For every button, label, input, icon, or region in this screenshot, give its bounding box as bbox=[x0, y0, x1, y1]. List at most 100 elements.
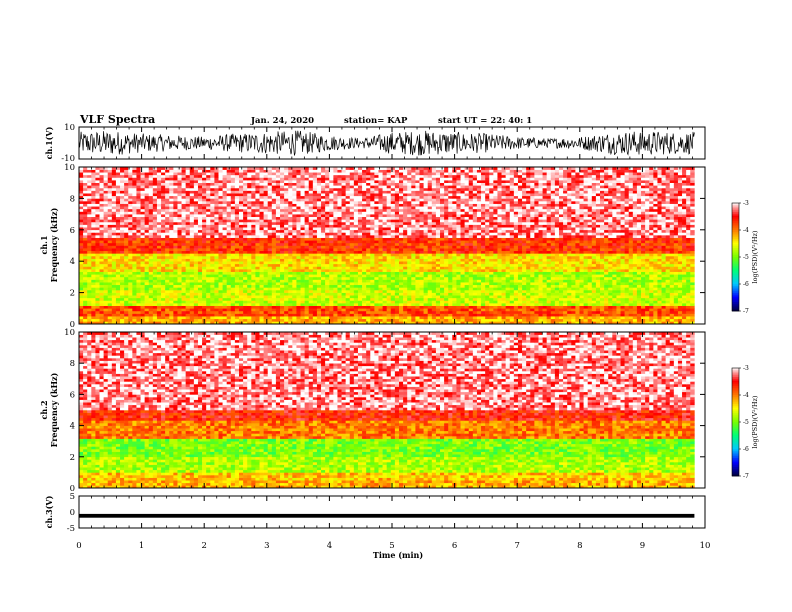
ch1-spec-cell bbox=[497, 279, 502, 283]
ch1-spec-cell bbox=[284, 318, 289, 322]
ch1-spec-cell bbox=[79, 235, 84, 238]
ch1-spec-cell bbox=[120, 297, 125, 301]
ch1-spec-cell bbox=[489, 261, 494, 265]
ch1-spec-cell bbox=[567, 295, 572, 299]
ch1-spec-cell bbox=[427, 255, 433, 259]
ch1-spec-cell bbox=[517, 297, 523, 301]
ch1-spec-cell bbox=[382, 261, 387, 265]
ch1-spec-cell bbox=[673, 271, 679, 275]
ch1-spec-cell bbox=[505, 261, 511, 265]
ch1-spec-cell bbox=[431, 258, 437, 262]
ch1-spec-cell bbox=[571, 269, 576, 272]
ch1-spec-cell bbox=[132, 295, 137, 299]
ch1-spec-cell bbox=[156, 255, 162, 259]
ch1-spec-cell bbox=[349, 308, 355, 312]
ch1-spec-cell bbox=[243, 242, 248, 246]
ch1-spec-cell bbox=[403, 313, 408, 317]
ch1-spec-cell bbox=[120, 303, 125, 306]
ch1-spec-cell bbox=[530, 279, 535, 283]
ch1-spec-cell bbox=[234, 316, 240, 320]
ch1-spec-cell bbox=[501, 274, 506, 278]
ch1-spec-cell bbox=[591, 261, 597, 265]
ch1-spec-cell bbox=[177, 258, 182, 262]
ch1-spec-cell bbox=[530, 305, 535, 309]
ch1-spec-cell bbox=[472, 305, 478, 309]
ch1-spec-cell bbox=[669, 269, 675, 272]
ch1-spec-cell bbox=[641, 308, 646, 312]
ch1-spec-cell bbox=[115, 282, 121, 286]
ch1-spec-cell bbox=[612, 318, 617, 322]
ch1-spec-cell bbox=[423, 300, 428, 304]
ch1-spec-cell bbox=[435, 282, 441, 286]
ch1-spec-cell bbox=[226, 263, 232, 267]
ch1-spec-cell bbox=[452, 303, 457, 306]
ch1-spec-cell bbox=[140, 240, 145, 244]
ch1-spec-cell bbox=[550, 255, 556, 259]
ch1-spec-cell bbox=[214, 297, 219, 301]
ch1-spec-cell bbox=[99, 321, 104, 325]
ch1-spec-cell bbox=[378, 300, 383, 304]
ch1-spec-cell bbox=[534, 261, 539, 265]
ch1-spec-cell bbox=[144, 237, 150, 241]
ch1-spec-cell bbox=[197, 261, 203, 265]
ch1-spec-cell bbox=[362, 310, 367, 314]
ch1-spec-cell bbox=[686, 255, 691, 259]
ch1-spec-cell bbox=[185, 237, 191, 241]
ch1-spec-cell bbox=[316, 245, 322, 249]
ch1-spec-cell bbox=[337, 289, 342, 293]
ch1-spec-cell bbox=[612, 282, 617, 286]
ch1-spec-cell bbox=[448, 313, 453, 317]
ch1-spec-cell bbox=[366, 253, 371, 257]
ch1-spec-cell bbox=[526, 310, 531, 314]
ch1-spec-cell bbox=[370, 255, 375, 259]
ch1-spec-cell bbox=[263, 305, 269, 309]
ch1-spec-cell bbox=[575, 310, 580, 314]
ch1-spec-cell bbox=[378, 310, 383, 314]
ch1-spec-cell bbox=[345, 261, 351, 265]
ch1-spec-cell bbox=[485, 282, 490, 286]
ch1-spec-cell bbox=[411, 248, 416, 252]
ch1-spec-cell bbox=[304, 248, 310, 252]
ch1-spec-cell bbox=[403, 258, 408, 262]
ch1-spec-cell bbox=[481, 240, 486, 244]
ch1-spec-cell bbox=[444, 295, 449, 299]
ch1-spec-cell bbox=[337, 292, 342, 296]
ch1-spec-cell bbox=[505, 279, 511, 283]
ch1-spec-cell bbox=[427, 289, 433, 293]
ch1-spec-cell bbox=[304, 240, 310, 244]
ch1-spec-cell bbox=[530, 255, 535, 259]
ch1-spec-cell bbox=[152, 271, 158, 275]
ch1-spec-cell bbox=[440, 305, 445, 309]
ch1-spec-cell bbox=[624, 266, 630, 270]
ch1-spec-cell bbox=[522, 274, 527, 278]
ch1-spec-cell bbox=[456, 289, 461, 293]
ch1-spec-cell bbox=[79, 237, 84, 241]
ch1-spec-cell bbox=[247, 263, 252, 267]
ch1-spec-cell bbox=[181, 245, 186, 249]
ch1-spec-cell bbox=[296, 245, 301, 249]
ch1-spec-cell bbox=[608, 321, 613, 325]
ch1-spec-cell bbox=[271, 274, 277, 278]
ch1-spec-cell bbox=[312, 250, 318, 254]
ch1-spec-cell bbox=[120, 292, 125, 296]
ch1-spec-cell bbox=[308, 282, 314, 286]
ch1-spec-cell bbox=[255, 276, 260, 280]
ch1-spec-cell bbox=[497, 271, 502, 275]
ch1-spec-cell bbox=[632, 297, 638, 301]
ch1-spec-cell bbox=[398, 289, 404, 293]
ch1-spec-cell bbox=[103, 313, 109, 317]
ch1-spec-cell bbox=[165, 276, 170, 280]
ch1-spec-cell bbox=[526, 279, 531, 283]
ch1-spec-cell bbox=[641, 289, 646, 293]
ch1-spec-cell bbox=[526, 253, 531, 257]
ch1-spec-cell bbox=[517, 310, 523, 314]
ch1-spec-cell bbox=[362, 318, 367, 322]
ch1-spec-cell bbox=[394, 258, 400, 262]
ch1-spec-cell bbox=[448, 292, 453, 296]
ch1-spec-cell bbox=[591, 263, 597, 267]
ch1-spec-cell bbox=[148, 305, 154, 309]
ch1-spec-cell bbox=[472, 284, 478, 288]
ch1-spec-cell bbox=[398, 303, 404, 306]
ch1-spec-cell bbox=[140, 313, 145, 317]
ch1-spec-cell bbox=[267, 258, 273, 262]
